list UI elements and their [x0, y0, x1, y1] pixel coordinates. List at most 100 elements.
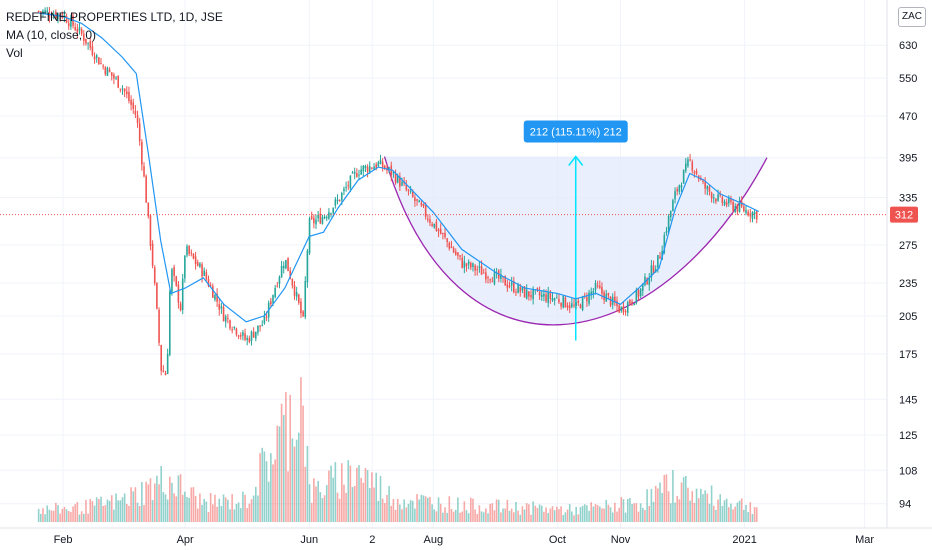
candle: [648, 278, 651, 286]
volume-bars: [37, 377, 758, 522]
candle: [502, 276, 504, 278]
candle: [465, 263, 468, 266]
candle: [411, 191, 414, 197]
candle: [547, 292, 550, 303]
volume-bar: [474, 509, 476, 522]
candle: [164, 373, 167, 376]
volume-bar: [201, 504, 203, 522]
volume-bar: [448, 496, 451, 522]
candle: [244, 333, 246, 340]
candle: [377, 162, 380, 167]
candle: [603, 292, 605, 301]
price-axis[interactable]: 94 108 125 145 175 205 235 275 335 395 470 550 630 3…: [886, 0, 932, 528]
volume-label[interactable]: Vol: [6, 46, 23, 60]
candle: [169, 291, 171, 355]
volume-bar: [588, 510, 590, 522]
cup-pattern: 212 (115.11%) 212: [383, 120, 768, 341]
volume-bar: [117, 500, 120, 522]
volume-bar: [222, 494, 225, 522]
candle: [710, 192, 713, 199]
volume-bar: [633, 503, 636, 522]
volume-bar: [620, 497, 623, 522]
volume-bar: [508, 510, 511, 522]
candle: [418, 200, 421, 203]
volume-bar: [568, 504, 571, 522]
candle: [134, 110, 137, 115]
candle: [261, 324, 264, 326]
candle: [306, 250, 309, 283]
candle: [173, 267, 175, 276]
candle: [119, 88, 122, 90]
candle: [184, 255, 186, 279]
volume-bar: [439, 503, 442, 522]
candle: [523, 286, 526, 298]
volume-bar: [377, 500, 380, 522]
candle: [300, 301, 302, 314]
volume-bar: [504, 508, 507, 522]
candle: [519, 287, 522, 292]
volume-bar: [528, 504, 530, 522]
candle: [315, 219, 317, 225]
volume-bar: [349, 465, 352, 522]
candle: [293, 285, 296, 296]
volume-bar: [250, 499, 253, 522]
candle: [231, 329, 233, 331]
currency-badge[interactable]: ZAC: [898, 7, 926, 27]
candle: [186, 246, 188, 256]
indicator-label[interactable]: MA (10, close, 0): [6, 28, 97, 42]
volume-bar: [85, 499, 87, 522]
candle: [568, 305, 571, 309]
candle: [427, 218, 429, 220]
volume-bar: [379, 475, 382, 522]
volume-bar: [489, 503, 491, 522]
volume-bar: [734, 506, 737, 522]
candle: [631, 301, 633, 304]
candle: [366, 166, 369, 172]
volume-bar: [614, 502, 616, 522]
candle: [95, 55, 98, 58]
volume-bar: [67, 511, 70, 522]
candle: [680, 185, 683, 188]
volume-bar: [702, 494, 704, 522]
measure-label-box[interactable]: [523, 120, 628, 143]
candle: [130, 99, 132, 105]
volume-bar: [212, 504, 214, 522]
volume-bar: [659, 482, 661, 522]
candle: [416, 198, 418, 201]
candle: [659, 256, 661, 259]
volume-bar: [89, 499, 92, 522]
candle: [160, 345, 163, 371]
volume-bar: [231, 494, 233, 522]
volume-bar: [594, 504, 597, 522]
time-axis[interactable]: Feb Apr Jun 2 Aug Oct Nov 2021 Mar: [0, 527, 932, 550]
candle: [117, 75, 120, 88]
candle: [145, 176, 147, 203]
volume-bar: [257, 495, 259, 522]
volume-bar: [93, 505, 96, 522]
volume-bar: [285, 391, 287, 522]
candle: [564, 297, 567, 308]
volume-bar: [72, 506, 74, 522]
volume-bar: [113, 509, 115, 522]
volume-bar: [730, 503, 732, 522]
volume-bar: [487, 513, 489, 522]
volume-bar: [549, 508, 552, 522]
candle: [678, 185, 681, 192]
symbol-title[interactable]: REDEFINE PROPERTIES LTD, 1D, JSE: [6, 10, 223, 24]
volume-bar: [373, 487, 375, 522]
candle: [540, 294, 543, 297]
candle: [674, 191, 676, 200]
volume-bar: [158, 484, 160, 522]
volume-bar: [519, 514, 522, 522]
volume-bar: [525, 503, 528, 522]
candle: [42, 10, 44, 13]
volume-bar: [343, 484, 345, 522]
candle: [452, 247, 455, 253]
candle: [614, 296, 616, 303]
candle: [467, 261, 470, 265]
volume-bar: [63, 506, 66, 522]
candle: [607, 292, 610, 296]
volume-bar: [291, 438, 294, 522]
volume-bar: [463, 501, 466, 522]
